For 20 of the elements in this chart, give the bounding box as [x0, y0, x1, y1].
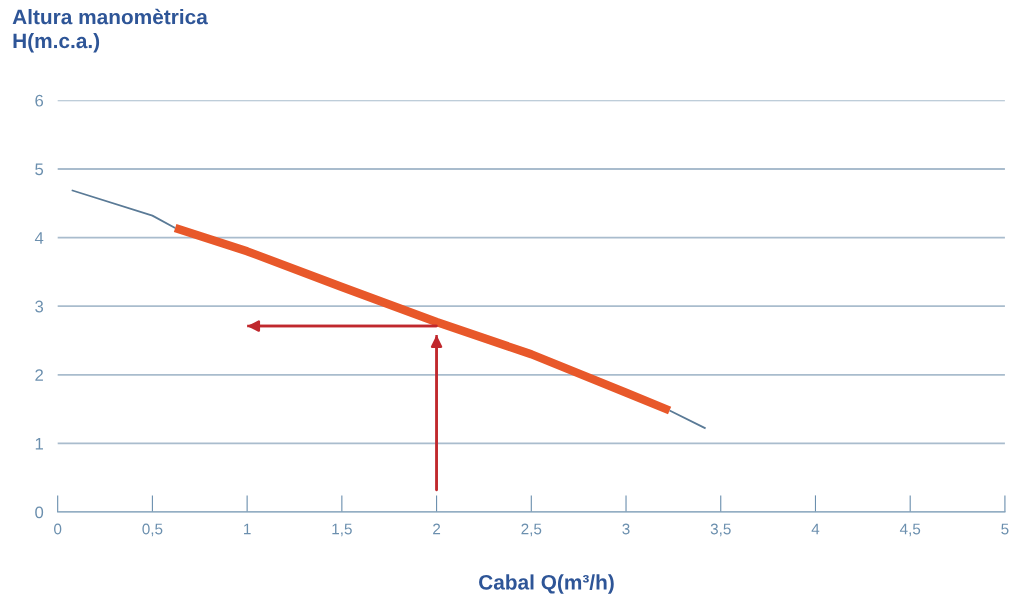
- y-axis-title: Altura manomètrica H(m.c.a.): [12, 8, 208, 53]
- x-tick-label: 4,5: [899, 523, 921, 537]
- x-tick-label: 1: [244, 523, 251, 535]
- y-tick-label: 5: [35, 163, 44, 176]
- x-tick-label: 1,5: [332, 523, 352, 537]
- y-tick-label: 0: [35, 506, 44, 519]
- x-tick-label: 3,5: [710, 523, 731, 537]
- x-tick-label: 2: [433, 523, 441, 535]
- y-tick-label: 1: [35, 438, 43, 450]
- x-tick-label: 0: [54, 523, 62, 535]
- x-tick-label: 2,5: [521, 523, 542, 537]
- x-axis-title: Cabal Q(m³/h): [479, 574, 614, 594]
- x-tick-label: 5: [1001, 523, 1009, 535]
- x-tick-label: 3: [622, 523, 630, 535]
- y-tick-label: 6: [35, 94, 44, 107]
- x-tick-label: 0,5: [142, 523, 163, 537]
- y-tick-label: 2: [35, 369, 43, 381]
- y-tick-label: 4: [34, 232, 44, 244]
- y-tick-label: 3: [35, 300, 44, 313]
- x-tick-label: 4: [811, 523, 820, 535]
